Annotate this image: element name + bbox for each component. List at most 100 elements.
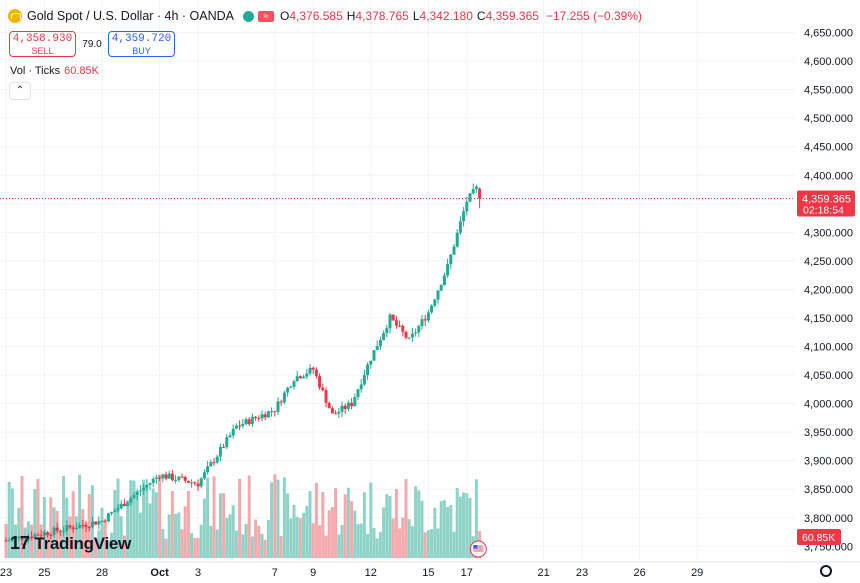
candle-body <box>206 466 210 473</box>
candle-body <box>282 392 286 403</box>
candle-body <box>110 512 114 514</box>
candle-body <box>311 367 315 370</box>
candle-body <box>439 285 443 291</box>
volume-bar <box>218 493 222 558</box>
candle-body <box>90 521 94 528</box>
candle-body <box>394 320 398 326</box>
volume-bar <box>442 500 446 558</box>
last-price-tag <box>797 190 855 217</box>
volume-bar <box>36 478 40 558</box>
volume-bar <box>417 490 421 558</box>
candle-body <box>417 326 421 333</box>
candle-body <box>151 478 155 484</box>
volume-bar <box>324 535 328 558</box>
volume-bar <box>375 538 379 558</box>
price-axis[interactable] <box>795 0 860 583</box>
price-tick-label: 4,000.000 <box>804 399 853 411</box>
volume-bar <box>129 480 133 558</box>
candle-body <box>375 346 379 351</box>
volume-bar <box>215 529 219 558</box>
candle-body <box>132 495 136 499</box>
eye-icon[interactable] <box>243 10 255 22</box>
candle-body <box>215 456 219 463</box>
candle-body <box>148 483 152 485</box>
candle-body <box>55 527 59 531</box>
candle-body <box>346 402 350 409</box>
sell-button[interactable]: 4,358.930 SELL <box>9 31 76 57</box>
candle-body <box>100 520 104 522</box>
volume-legend[interactable]: Vol · Ticks 60.85K <box>10 65 99 77</box>
tradingview-logo[interactable]: 17 TradingView <box>10 533 131 554</box>
candle-body <box>222 447 226 449</box>
candle-body <box>174 479 178 481</box>
candle-body <box>295 376 299 382</box>
volume-bar <box>458 496 462 558</box>
price-tick-label: 4,600.000 <box>804 56 853 68</box>
us-flag-stripes <box>473 545 484 552</box>
volume-bar <box>94 538 98 558</box>
volume-bar <box>68 516 72 558</box>
candle-body <box>225 437 229 448</box>
candle-body <box>135 491 139 496</box>
volume-bar <box>398 528 402 558</box>
candle-body <box>62 530 66 532</box>
volume-bar <box>199 524 203 558</box>
chevron-up-icon: ⌃ <box>15 85 25 96</box>
symbol-title[interactable]: Gold Spot / U.S. Dollar · 4h · OANDA <box>27 9 235 23</box>
candle-body <box>423 319 427 321</box>
volume-bar <box>385 494 389 558</box>
volume-bar <box>183 506 187 558</box>
candle-body <box>78 524 82 529</box>
volume-bar <box>455 487 459 558</box>
candle-body <box>238 425 242 427</box>
candle-body <box>382 333 386 341</box>
candle-body <box>4 540 8 542</box>
buy-label: BUY <box>132 46 151 56</box>
volume-bar <box>276 479 280 558</box>
candle-body <box>84 525 88 527</box>
volume-bar <box>330 507 334 558</box>
symbol-legend: Gold Spot / U.S. Dollar · 4h · OANDA ≈ O… <box>8 9 642 23</box>
volume-bar <box>49 497 53 558</box>
candle-body <box>260 414 264 419</box>
candle-body <box>158 477 162 479</box>
volume-bar <box>206 477 210 558</box>
volume-bar <box>254 519 258 558</box>
candle-body <box>218 447 222 457</box>
candle-body <box>340 405 344 412</box>
flag-icon[interactable]: ≈ <box>258 10 275 22</box>
trade-panel: 4,358.930 SELL 79.0 4,359.720 BUY <box>9 31 175 57</box>
volume-bar <box>426 530 430 558</box>
candle-body <box>138 490 142 492</box>
volume-bar <box>378 532 382 558</box>
volume-bar <box>321 491 325 558</box>
candle-body <box>87 526 91 528</box>
candle-body <box>42 532 46 536</box>
volume-bar <box>394 489 398 558</box>
volume-bar <box>270 482 274 558</box>
volume-bar <box>84 522 88 558</box>
time-tick-label: 23 <box>576 567 588 579</box>
candle-body <box>449 254 453 265</box>
candle-body <box>145 484 149 488</box>
volume-bar <box>468 497 472 558</box>
volume-bar <box>234 530 238 558</box>
candle-body <box>263 414 267 418</box>
candle-body <box>250 416 254 425</box>
collapse-legend-button[interactable]: ⌃ <box>9 82 31 100</box>
buy-button[interactable]: 4,359.720 BUY <box>108 31 175 57</box>
candle-body <box>209 462 213 467</box>
candle-body <box>129 498 133 503</box>
volume-bar <box>266 519 270 558</box>
candle-body <box>442 275 446 286</box>
settings-gear-icon[interactable] <box>820 565 832 577</box>
volume-bar <box>439 501 443 558</box>
volume-bar <box>145 485 149 558</box>
candle-body <box>276 401 280 412</box>
volume-bar <box>222 493 226 558</box>
candle-body <box>126 502 130 507</box>
volume-bar <box>110 532 114 558</box>
candle-body <box>385 328 389 334</box>
candle-body <box>321 387 325 391</box>
